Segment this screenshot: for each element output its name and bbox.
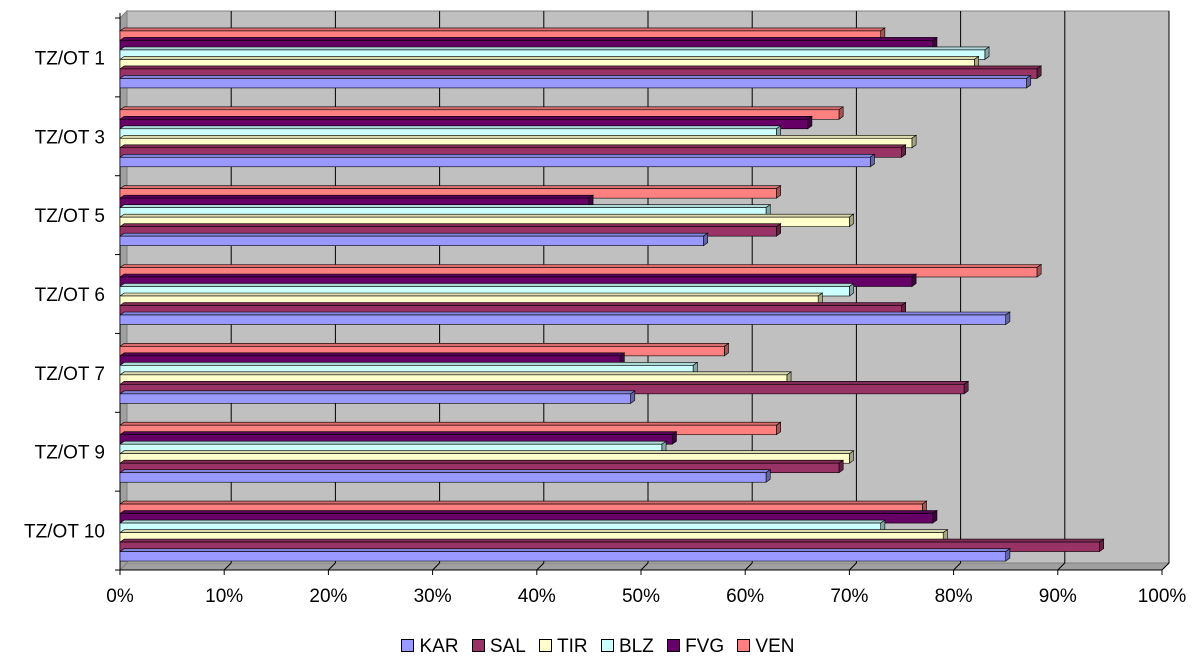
- gridline-floor: [1057, 562, 1066, 571]
- legend-item-fvg: FVG: [667, 636, 724, 658]
- bar-top: [119, 510, 938, 514]
- gridline-floor: [1161, 562, 1170, 571]
- bar-top: [119, 311, 1011, 316]
- gridline-floor: [953, 562, 961, 571]
- bar-top: [119, 75, 1032, 79]
- legend-label-kar: KAR: [419, 636, 459, 657]
- legend-swatch-blz: [600, 639, 614, 652]
- bar-kar: [119, 78, 1027, 89]
- bar-top: [119, 302, 907, 306]
- bar-top: [119, 362, 699, 366]
- bar-top: [119, 185, 782, 189]
- gridline-floor: [640, 562, 649, 571]
- gridline-floor: [223, 562, 232, 571]
- legend-item-kar: KAR: [401, 636, 459, 658]
- bar-kar: [119, 156, 871, 168]
- legend-label-ven: VEN: [755, 636, 795, 657]
- bar-top: [119, 56, 980, 60]
- bar-top: [119, 273, 918, 278]
- bar-top: [119, 431, 678, 436]
- x-tick-label: 90%: [1039, 586, 1077, 607]
- bar-top: [119, 352, 626, 357]
- bar-top: [119, 469, 772, 474]
- x-tick-label: 80%: [935, 586, 973, 607]
- bar-top: [119, 519, 886, 524]
- category-label: TZ/OT 3: [35, 127, 105, 148]
- x-tick-label: 50%: [622, 586, 660, 607]
- bar-kar: [119, 235, 704, 246]
- bar-top: [119, 27, 886, 32]
- legend-swatch-ven: [737, 639, 751, 652]
- bar-top: [119, 194, 595, 199]
- bar-kar: [119, 393, 631, 404]
- bar-top: [119, 500, 928, 505]
- bar-kar: [119, 314, 1007, 325]
- x-tick-label: 70%: [830, 586, 868, 607]
- legend-item-tir: TIR: [539, 636, 588, 658]
- category-label: TZ/OT 5: [35, 206, 105, 227]
- bar-top: [119, 440, 667, 445]
- x-tick-label: 20%: [309, 586, 347, 607]
- category-label: TZ/OT 9: [35, 443, 105, 464]
- bar-top: [119, 134, 918, 139]
- x-tick-label: 100%: [1138, 586, 1187, 607]
- legend-item-blz: BLZ: [600, 636, 654, 658]
- gridline-floor: [432, 562, 440, 571]
- bar-top: [119, 115, 813, 120]
- bar-top: [119, 292, 824, 297]
- bar-top: [119, 381, 970, 385]
- legend-swatch-fvg: [667, 639, 681, 652]
- bar-top: [119, 283, 855, 287]
- bar-top: [119, 223, 782, 227]
- legend-swatch-kar: [401, 639, 415, 652]
- bar-top: [119, 421, 782, 426]
- bar-kar: [119, 551, 1007, 562]
- legend-swatch-tir: [539, 639, 553, 652]
- category-label: TZ/OT 10: [24, 522, 105, 543]
- bar-top: [119, 125, 782, 130]
- bar-top: [119, 65, 1043, 70]
- x-tick-label: 40%: [518, 586, 556, 607]
- x-tick-label: 60%: [726, 586, 764, 607]
- bar-top: [119, 232, 709, 237]
- x-tick-label: 10%: [205, 586, 243, 607]
- legend-label-tir: TIR: [557, 636, 588, 657]
- legend-label-fvg: FVG: [685, 636, 725, 657]
- bar-top: [119, 343, 730, 347]
- bar-top: [119, 538, 1105, 543]
- legend-item-sal: SAL: [471, 636, 526, 658]
- legend-swatch-sal: [471, 639, 485, 652]
- legend: KAR SAL TIR BLZ FVG VEN: [0, 636, 1196, 658]
- legend-item-ven: VEN: [737, 636, 795, 658]
- gridline-floor: [536, 562, 545, 571]
- category-label: TZ/OT 6: [35, 285, 105, 306]
- category-label: TZ/OT 7: [35, 364, 105, 385]
- gridline-floor: [744, 562, 753, 571]
- gridline-floor: [328, 562, 336, 571]
- bar-top: [119, 46, 990, 51]
- bar-top: [119, 153, 876, 158]
- gridline-floor: [849, 562, 857, 571]
- bar-top: [119, 450, 855, 455]
- bar-top: [119, 459, 845, 464]
- bar-top: [119, 264, 1043, 268]
- bar-top: [119, 37, 938, 41]
- x-tick-label: 30%: [414, 586, 452, 607]
- bar-kar: [119, 472, 767, 483]
- bar-top: [119, 213, 855, 218]
- category-label: TZ/OT 1: [35, 48, 105, 69]
- bar-top: [119, 204, 772, 208]
- bar-top: [119, 106, 845, 111]
- bar-top: [119, 529, 949, 533]
- bar-top: [119, 548, 1011, 552]
- x-tick-label: 0%: [106, 586, 134, 607]
- bar-top: [119, 371, 793, 376]
- bar-top: [119, 390, 636, 395]
- legend-label-sal: SAL: [489, 636, 526, 657]
- legend-label-blz: BLZ: [618, 636, 654, 657]
- bar-top: [119, 144, 907, 149]
